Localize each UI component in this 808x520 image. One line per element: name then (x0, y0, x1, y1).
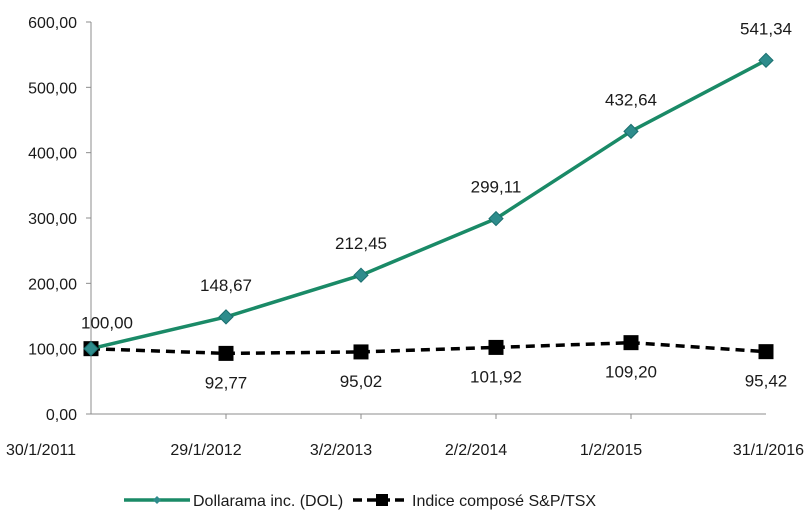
y-tick-label: 600,00 (28, 15, 77, 32)
chart-axes (90, 22, 766, 415)
y-tick-label: 500,00 (28, 80, 77, 97)
diamond-marker (218, 309, 234, 325)
data-labels: 100,00 148,67 212,45 299,11 432,64 541,34 92,7… (81, 19, 792, 392)
series-line-dollarama (90, 58, 767, 351)
dollarama-data-label: 432,64 (605, 90, 657, 109)
y-axis-ticks: 0,00 100,00 200,00 300,00 400,00 500,00 600,00 (28, 15, 91, 424)
dollarama-data-label: 212,45 (335, 234, 387, 253)
series-markers (83, 52, 774, 361)
x-tick-label: 31/1/2016 (733, 442, 804, 459)
sp-tsx-data-label: 92,77 (205, 373, 248, 392)
dollarama-data-label: 541,34 (740, 19, 792, 38)
diamond-marker (623, 123, 639, 140)
x-tick-label: 3/2/2013 (310, 442, 372, 459)
diamond-marker (83, 340, 99, 357)
legend-label-dollarama: Dollarama inc. (DOL) (193, 493, 343, 510)
diamond-marker (488, 210, 504, 227)
y-tick-label: 0,00 (46, 407, 77, 424)
square-marker (218, 345, 234, 361)
x-tick-label: 2/2/2014 (445, 442, 507, 459)
y-tick-label: 100,00 (28, 342, 77, 359)
series-lines (90, 58, 767, 356)
diamond-marker (353, 267, 369, 283)
legend: Dollarama inc. (DOL) Indice composé S&P/T… (124, 493, 596, 510)
sp-tsx-data-label: 95,42 (745, 372, 788, 391)
square-marker (353, 344, 369, 360)
legend-diamond-marker (153, 496, 161, 504)
diamond-marker (758, 52, 774, 69)
dollarama-data-label: 100,00 (81, 314, 133, 333)
square-marker (488, 339, 504, 355)
square-marker (758, 344, 774, 360)
sp-tsx-data-label: 101,92 (470, 367, 522, 386)
dollarama-data-label: 299,11 (471, 178, 522, 197)
x-tick-label: 29/1/2012 (170, 442, 241, 459)
x-tick-label: 30/1/2011 (6, 442, 76, 459)
sp-tsx-data-label: 109,20 (605, 363, 657, 382)
x-tick-label: 1/2/2015 (580, 442, 642, 459)
legend-label-sp-tsx: Indice composé S&P/TSX (412, 493, 596, 510)
y-tick-label: 400,00 (28, 146, 77, 163)
square-marker (623, 335, 639, 351)
series-line-sp-tsx (90, 340, 767, 356)
dollarama-data-label: 148,67 (200, 276, 252, 295)
x-axis-ticks: 30/1/2011 29/1/2012 3/2/2013 2/2/2014 1/2/20… (6, 414, 804, 459)
y-tick-label: 300,00 (28, 211, 77, 228)
legend-square-marker (376, 494, 388, 506)
y-tick-label: 200,00 (28, 276, 77, 293)
sp-tsx-data-label: 95,02 (340, 372, 383, 391)
